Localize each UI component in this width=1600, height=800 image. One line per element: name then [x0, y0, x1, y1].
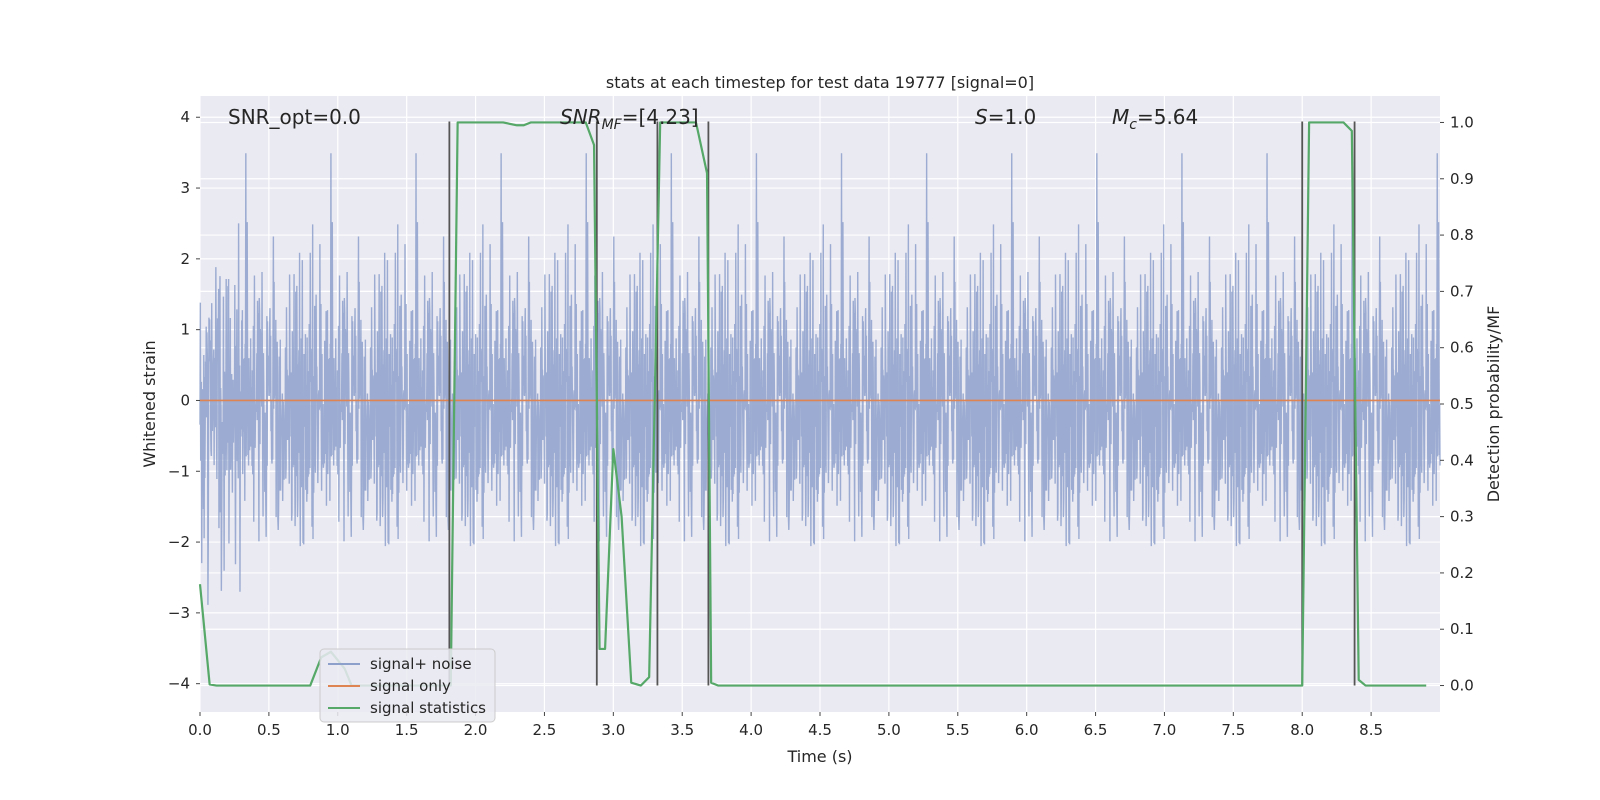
annotation-snr-mf: SNRMF=[4.23] — [560, 105, 699, 133]
x-tick-label: 4.0 — [739, 721, 763, 739]
chart-title: stats at each timestep for test data 197… — [606, 73, 1034, 92]
x-tick-label: 6.5 — [1084, 721, 1108, 739]
x-tick-label: 3.5 — [670, 721, 694, 739]
x-tick-label: 8.5 — [1359, 721, 1383, 739]
x-axis-label: Time (s) — [786, 747, 852, 766]
legend-label: signal only — [370, 677, 451, 695]
legend-label: signal statistics — [370, 699, 486, 717]
x-tick-label: 0.0 — [188, 721, 212, 739]
annotation-mc: Mc=5.64 — [1112, 105, 1198, 133]
y2-tick-label: 0.1 — [1450, 620, 1474, 638]
x-tick-label: 6.0 — [1015, 721, 1039, 739]
legend: signal+ noise signal only signal statistic… — [319, 648, 496, 723]
x-tick-label: 8.0 — [1290, 721, 1314, 739]
y-axis-ticks: 4 3 2 1 0 −1 −2 −3 −4 — [168, 108, 200, 693]
x-tick-label: 1.0 — [326, 721, 350, 739]
y2-tick-label: 1.0 — [1450, 113, 1474, 131]
y2-tick-label: 0.5 — [1450, 395, 1474, 413]
y2-axis-ticks: 1.0 0.9 0.8 0.7 0.6 0.5 0.4 0.3 0.2 0.1 0.0 — [1440, 113, 1474, 695]
y2-tick-label: 0.9 — [1450, 170, 1474, 188]
x-tick-label: 1.5 — [395, 721, 419, 739]
y-tick-label: 0 — [180, 391, 190, 409]
y2-tick-label: 0.4 — [1450, 451, 1474, 469]
y2-tick-label: 0.8 — [1450, 226, 1474, 244]
legend-label: signal+ noise — [370, 655, 472, 673]
y-tick-label: −1 — [168, 462, 190, 480]
annotations: SNR_opt=0.0 SNRMF=[4.23] S=1.0 Mc=5.64 — [228, 105, 1198, 133]
noise-line — [199, 153, 1441, 605]
y-tick-label: 2 — [180, 250, 190, 268]
annotation-snr-opt: SNR_opt=0.0 — [228, 105, 361, 129]
y2-tick-label: 0.6 — [1450, 339, 1474, 357]
series-signal-noise — [199, 153, 1441, 605]
y2-tick-label: 0.7 — [1450, 282, 1474, 300]
x-tick-label: 4.5 — [808, 721, 832, 739]
x-tick-label: 3.0 — [601, 721, 625, 739]
x-tick-label: 5.5 — [946, 721, 970, 739]
y2-tick-label: 0.3 — [1450, 508, 1474, 526]
y-tick-label: −2 — [168, 533, 190, 551]
x-tick-label: 7.5 — [1221, 721, 1245, 739]
y-tick-label: 3 — [180, 179, 190, 197]
y2-axis-label: Detection probability/MF — [1484, 306, 1503, 503]
x-axis-ticks: 0.0 0.5 1.0 1.5 2.0 2.5 3.0 3.5 4.0 4.5 5.0 5.5 6.0 6… — [188, 712, 1383, 739]
x-tick-label: 0.5 — [257, 721, 281, 739]
y-tick-label: −3 — [168, 604, 190, 622]
annotation-s: S=1.0 — [975, 105, 1036, 129]
x-tick-label: 2.0 — [464, 721, 488, 739]
y-axis-label: Whitened strain — [140, 340, 159, 467]
x-tick-label: 7.0 — [1153, 721, 1177, 739]
y-tick-label: −4 — [168, 675, 190, 693]
y2-tick-label: 0.2 — [1450, 564, 1474, 582]
y-tick-label: 1 — [180, 321, 190, 339]
y-tick-label: 4 — [180, 108, 190, 126]
x-tick-label: 5.0 — [877, 721, 901, 739]
x-tick-label: 2.5 — [533, 721, 557, 739]
y2-tick-label: 0.0 — [1450, 677, 1474, 695]
legend-box — [319, 648, 496, 723]
